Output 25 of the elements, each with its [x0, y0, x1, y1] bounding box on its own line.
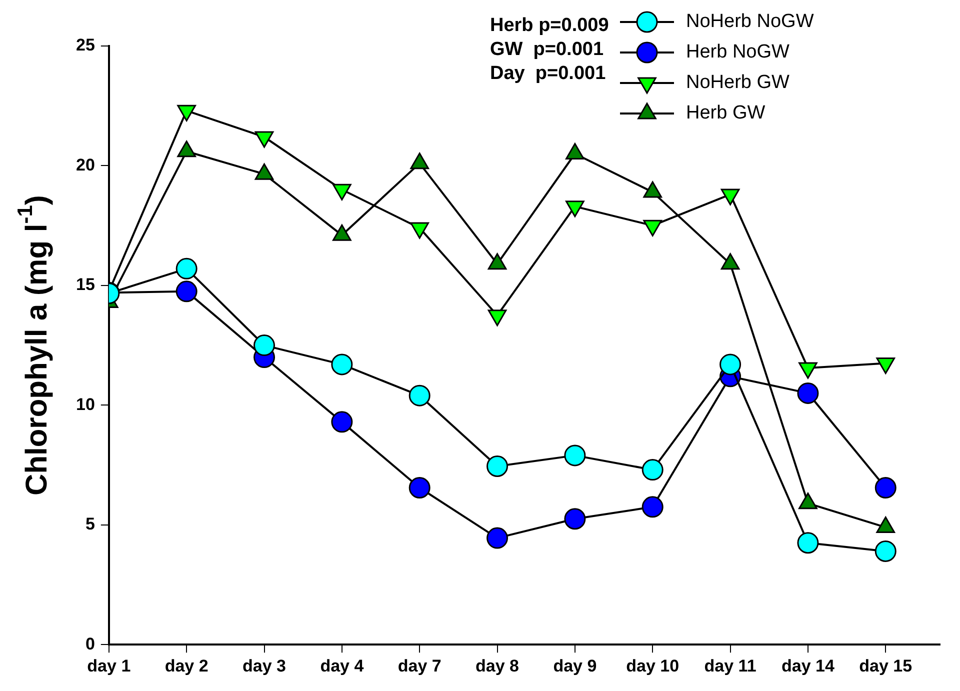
x-tick-label: day 14: [781, 656, 835, 676]
x-tick-label: day 15: [859, 656, 912, 676]
legend-label: NoHerb NoGW: [686, 11, 814, 32]
y-tick-label: 25: [76, 36, 95, 55]
y-tick-label: 20: [76, 155, 95, 174]
x-tick-label: day 10: [626, 656, 680, 676]
legend-label: Herb GW: [686, 102, 766, 124]
x-tick-label: day 1: [87, 656, 131, 676]
y-axis-title: Chlorophyll a (mg l-1): [14, 195, 54, 496]
x-tick-label: day 3: [242, 656, 286, 676]
x-tick-label: day 11: [704, 656, 756, 676]
text: Herb p=0.009: [490, 15, 609, 36]
y-tick-label: 5: [85, 514, 95, 534]
legend-label: NoHerb GW: [686, 72, 790, 94]
y-tick-label: 15: [76, 275, 95, 294]
x-tick-label: day 9: [553, 656, 597, 676]
legend-label: Herb NoGW: [686, 42, 790, 63]
x-tick-label: day 8: [476, 656, 520, 676]
x-tick-label: day 2: [164, 656, 208, 676]
annotation: GW p=0.001: [490, 39, 604, 60]
annotation: Day p=0.001: [490, 63, 606, 84]
y-tick-label: 10: [76, 394, 95, 414]
x-tick-label: day 4: [320, 656, 364, 676]
y-tick-label: 0: [85, 634, 95, 654]
x-tick-label: day 7: [398, 656, 442, 676]
